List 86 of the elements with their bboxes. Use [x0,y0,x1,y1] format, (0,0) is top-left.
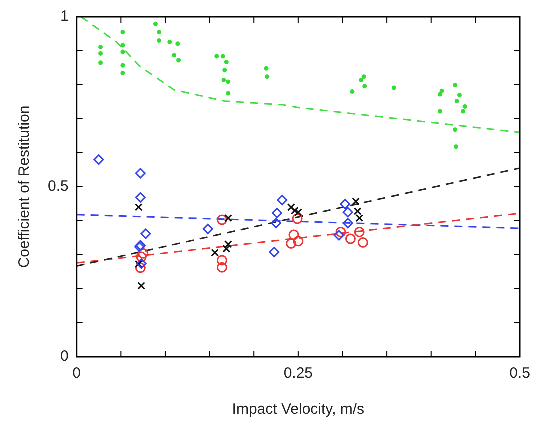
point [168,40,172,44]
point [120,63,126,68]
point [136,258,147,270]
point [94,154,104,166]
y-tick-label: 1 [60,8,69,26]
point [352,198,360,206]
point [358,238,368,248]
point [342,207,354,218]
point [462,104,468,110]
point [359,78,364,82]
point [134,203,143,212]
point [216,262,228,273]
point [224,60,229,64]
point [226,80,231,84]
point [138,248,149,259]
point [222,244,231,253]
point [264,66,269,71]
point [135,262,146,274]
point [157,38,162,44]
point [286,238,297,250]
point [454,99,460,104]
point [461,109,466,114]
point [120,43,126,48]
point [293,236,304,247]
point [340,199,351,210]
y-tick-label: 0.5 [48,178,69,196]
point [138,282,146,290]
point [157,30,162,35]
point [438,109,442,114]
point [454,144,458,150]
point [98,51,104,56]
point [134,260,143,268]
point [287,203,296,212]
line-series [80,17,520,134]
point [222,78,226,82]
x-tick-label: 0 [72,365,82,382]
point [354,226,365,238]
point [294,208,302,216]
point [211,249,220,257]
point [224,214,232,222]
x-axis-title: Impact Velocity, m/s [232,401,365,418]
point [290,206,299,215]
point [288,230,300,240]
point [98,45,104,50]
point [216,214,228,226]
point [440,88,444,94]
point [362,74,366,80]
point [438,92,442,97]
point [334,230,344,241]
point [176,42,180,46]
point [336,226,346,238]
point [265,74,270,80]
point [272,208,282,218]
point [135,192,146,203]
point [176,58,182,63]
point [214,54,220,59]
point [172,53,177,58]
point [135,168,146,179]
point [271,218,282,229]
point [98,60,104,66]
point [120,50,126,54]
point [362,84,368,89]
point [140,228,152,240]
point [220,54,226,59]
point [292,214,303,224]
point [457,92,462,98]
point [226,91,231,96]
point [277,195,288,206]
point [222,68,228,73]
point [269,247,280,258]
y-axis-title: Coefficient of Restitution [16,106,34,268]
point [216,255,228,266]
x-tick-label: 0.25 [284,365,314,382]
point [453,83,458,88]
point [202,224,214,234]
point [453,128,458,132]
point [153,22,158,26]
x-tick-label: 0.5 [510,365,530,382]
point [392,86,396,90]
point [136,252,147,262]
point [350,90,355,94]
point [120,30,126,35]
point [120,70,126,76]
point [345,234,356,244]
point [342,218,354,229]
y-tick-label: 0 [60,348,69,366]
